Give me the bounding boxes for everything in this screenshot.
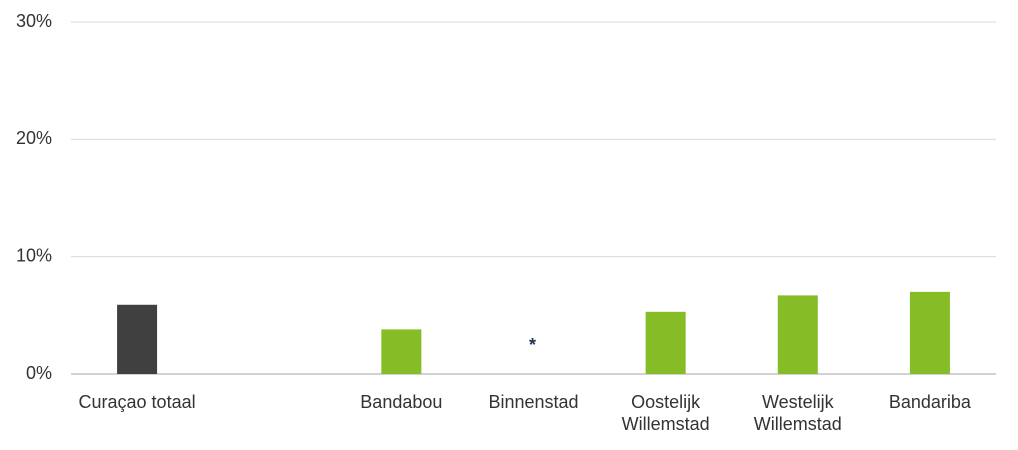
bar bbox=[909, 291, 950, 374]
x-tick-label: Bandariba bbox=[888, 392, 971, 412]
y-tick-label: 20% bbox=[16, 128, 52, 148]
bar bbox=[381, 329, 422, 374]
bar bbox=[645, 311, 686, 374]
x-tick-label: Curaçao totaal bbox=[78, 392, 196, 412]
value-label: * bbox=[529, 335, 536, 355]
x-tick-label: Westelijk Willemstad bbox=[753, 392, 842, 434]
y-tick-label: 0% bbox=[26, 363, 52, 383]
bar bbox=[777, 295, 818, 374]
y-tick-label: 30% bbox=[16, 11, 52, 31]
x-tick-label: Bandabou bbox=[360, 392, 443, 412]
x-tick-label: Oostelijk Willemstad bbox=[621, 392, 710, 434]
x-tick-label: Binnenstad bbox=[488, 392, 579, 412]
bar bbox=[117, 304, 158, 374]
y-tick-label: 10% bbox=[16, 245, 52, 265]
